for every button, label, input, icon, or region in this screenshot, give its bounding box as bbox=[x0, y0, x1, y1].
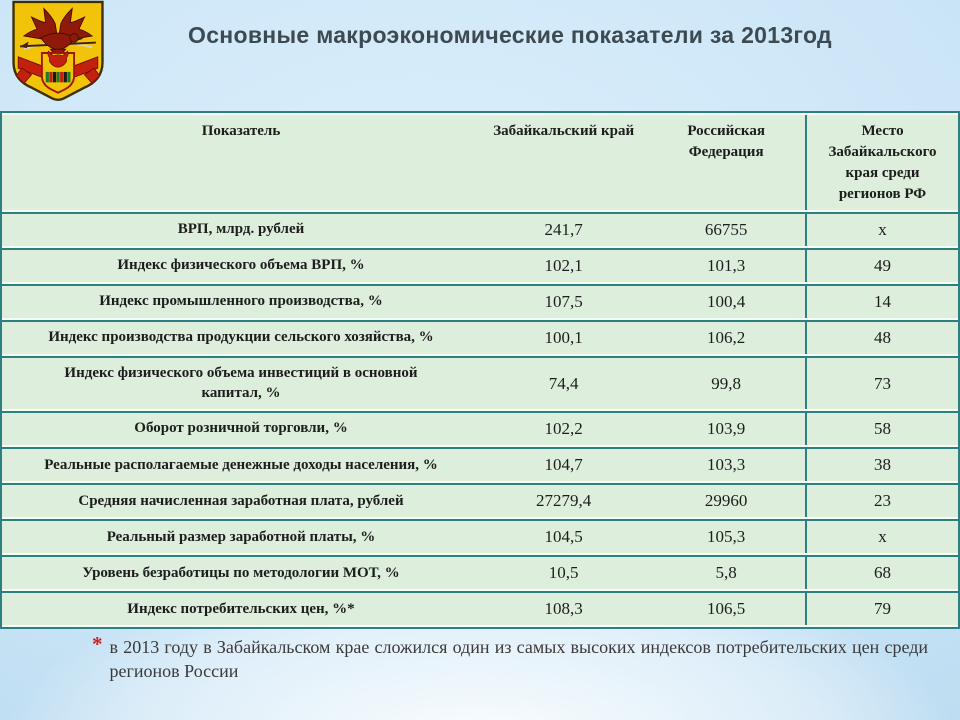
value-cell: 105,3 bbox=[647, 519, 806, 554]
table-row: Индекс потребительских цен, %* 108,3 106,5… bbox=[2, 591, 958, 626]
footnote-text: в 2013 году в Забайкальском крае сложилс… bbox=[109, 637, 929, 682]
place-cell: 48 bbox=[805, 320, 958, 355]
table-row: Индекс физического объема ВРП, % 102,1 101… bbox=[2, 248, 958, 283]
table-body: ВРП, млрд. рублей 241,7 66755 х Индекс физич… bbox=[2, 212, 958, 626]
col-header-indicator: Показатель bbox=[2, 115, 480, 210]
place-cell: 14 bbox=[805, 284, 958, 319]
indicators-table-container: Показатель Забайкальский край Российская… bbox=[0, 111, 960, 630]
table-row: Реальные располагаемые денежные доходы н… bbox=[2, 447, 958, 482]
table-header-row: Показатель Забайкальский край Российская… bbox=[2, 115, 958, 210]
indicator-cell: Индекс производства продукции сельского … bbox=[2, 320, 480, 355]
table-row: ВРП, млрд. рублей 241,7 66755 х bbox=[2, 212, 958, 247]
col-header-place-among-regions: Место Забайкальского края среди регионов… bbox=[805, 115, 958, 210]
place-cell: 58 bbox=[805, 411, 958, 446]
footnote-asterisk: * bbox=[92, 632, 103, 656]
col-header-russian-federation: Российская Федерация bbox=[647, 115, 806, 210]
place-cell: 49 bbox=[805, 248, 958, 283]
table-row: Реальный размер заработной платы, % 104,5… bbox=[2, 519, 958, 554]
value-cell: 103,3 bbox=[647, 447, 806, 482]
place-cell: х bbox=[805, 519, 958, 554]
table-row: Средняя начисленная заработная плата, ру… bbox=[2, 483, 958, 518]
indicator-cell: Индекс промышленного производства, % bbox=[2, 284, 480, 319]
slide-title: Основные макроэкономические показатели з… bbox=[188, 22, 832, 48]
indicator-cell: Средняя начисленная заработная плата, ру… bbox=[2, 483, 480, 518]
indicator-cell: Индекс потребительских цен, %* bbox=[2, 591, 480, 626]
value-cell: 66755 bbox=[647, 212, 806, 247]
table-row: Индекс физического объема инвестиций в о… bbox=[2, 356, 958, 410]
coat-of-arms-graphic bbox=[12, 0, 104, 102]
table-row: Индекс производства продукции сельского … bbox=[2, 320, 958, 355]
value-cell: 100,1 bbox=[480, 320, 648, 355]
value-cell: 5,8 bbox=[647, 555, 806, 590]
place-cell: 79 bbox=[805, 591, 958, 626]
value-cell: 241,7 bbox=[480, 212, 648, 247]
table-row: Оборот розничной торговли, % 102,2 103,9 58 bbox=[2, 411, 958, 446]
value-cell: 27279,4 bbox=[480, 483, 648, 518]
value-cell: 107,5 bbox=[480, 284, 648, 319]
value-cell: 108,3 bbox=[480, 591, 648, 626]
indicator-cell: ВРП, млрд. рублей bbox=[2, 212, 480, 247]
place-cell: 23 bbox=[805, 483, 958, 518]
place-cell: 73 bbox=[805, 356, 958, 410]
indicator-cell: Реальные располагаемые денежные доходы н… bbox=[2, 447, 480, 482]
footnote: * в 2013 году в Забайкальском крае сложи… bbox=[92, 632, 929, 684]
value-cell: 29960 bbox=[647, 483, 806, 518]
indicator-cell: Индекс физического объема ВРП, % bbox=[2, 248, 480, 283]
place-cell: 38 bbox=[805, 447, 958, 482]
place-cell: х bbox=[805, 212, 958, 247]
palisade bbox=[45, 71, 71, 83]
table-row: Индекс промышленного производства, % 107,… bbox=[2, 284, 958, 319]
place-cell: 68 bbox=[805, 555, 958, 590]
indicators-table: Показатель Забайкальский край Российская… bbox=[2, 113, 958, 627]
value-cell: 106,2 bbox=[647, 320, 806, 355]
value-cell: 104,7 bbox=[480, 447, 648, 482]
indicator-cell: Уровень безработицы по методологии МОТ, … bbox=[2, 555, 480, 590]
value-cell: 99,8 bbox=[647, 356, 806, 410]
value-cell: 101,3 bbox=[647, 248, 806, 283]
value-cell: 102,1 bbox=[480, 248, 648, 283]
indicator-cell: Оборот розничной торговли, % bbox=[2, 411, 480, 446]
indicator-cell: Индекс физического объема инвестиций в о… bbox=[2, 356, 480, 410]
indicator-cell: Реальный размер заработной платы, % bbox=[2, 519, 480, 554]
value-cell: 103,9 bbox=[647, 411, 806, 446]
value-cell: 102,2 bbox=[480, 411, 648, 446]
coat-of-arms-zabaykalsky-krai-icon bbox=[10, 0, 106, 106]
col-header-zabaykalsky-krai: Забайкальский край bbox=[480, 115, 648, 210]
value-cell: 104,5 bbox=[480, 519, 648, 554]
table-row: Уровень безработицы по методологии МОТ, … bbox=[2, 555, 958, 590]
value-cell: 106,5 bbox=[647, 591, 806, 626]
value-cell: 100,4 bbox=[647, 284, 806, 319]
value-cell: 10,5 bbox=[480, 555, 648, 590]
value-cell: 74,4 bbox=[480, 356, 648, 410]
